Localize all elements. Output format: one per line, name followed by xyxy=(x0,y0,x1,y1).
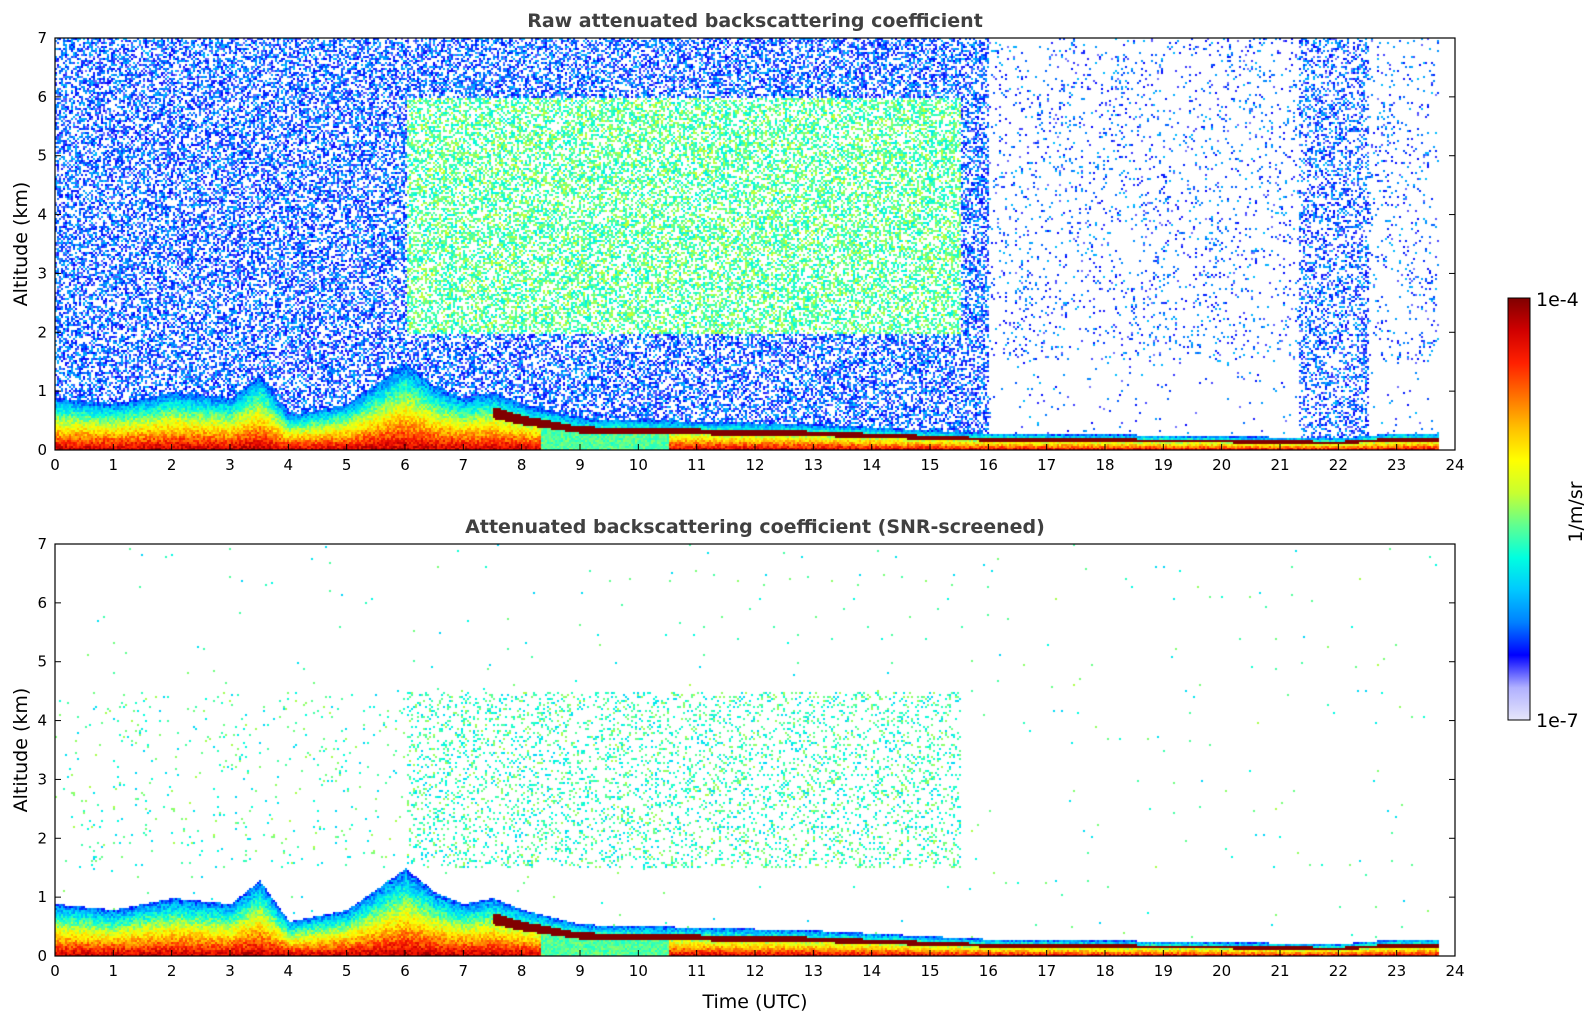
x-tick-label: 5 xyxy=(342,456,352,474)
x-tick-label: 9 xyxy=(575,456,585,474)
top-y-ticks: 0 1 2 3 4 5 6 7 xyxy=(37,29,1455,459)
y-tick-label: 4 xyxy=(37,206,47,224)
x-tick-label: 21 xyxy=(1270,456,1289,474)
x-tick-label: 4 xyxy=(284,962,294,980)
x-tick-label: 10 xyxy=(629,962,648,980)
x-tick-label: 22 xyxy=(1329,962,1348,980)
x-tick-label: 12 xyxy=(745,456,764,474)
y-tick-label: 4 xyxy=(37,712,47,730)
bottom-x-ticks: 0 1 2 3 4 5 6 7 8 9 10 11 12 13 14 15 16 17 18 19 20 21 22 23 24 xyxy=(50,950,1465,980)
x-tick-label: 15 xyxy=(920,962,939,980)
x-tick-label: 16 xyxy=(979,456,998,474)
x-tick-label: 2 xyxy=(167,962,177,980)
y-tick-label: 2 xyxy=(37,323,47,341)
x-tick-label: 22 xyxy=(1329,456,1348,474)
x-tick-label: 18 xyxy=(1095,456,1114,474)
y-tick-label: 0 xyxy=(37,947,47,965)
x-tick-label: 8 xyxy=(517,456,527,474)
bottom-panel: Attenuated backscattering coefficient (S… xyxy=(10,516,1465,1013)
bottom-y-axis-label: Altitude (km) xyxy=(10,688,32,813)
x-tick-label: 23 xyxy=(1387,456,1406,474)
y-tick-label: 6 xyxy=(37,594,47,612)
colorbar: 1e-4 1e-7 1/m/sr xyxy=(1507,289,1587,732)
x-tick-label: 20 xyxy=(1212,962,1231,980)
x-axis-label: Time (UTC) xyxy=(701,991,807,1013)
x-tick-label: 6 xyxy=(400,962,410,980)
x-tick-label: 19 xyxy=(1154,962,1173,980)
bottom-y-ticks: 0 1 2 3 4 5 6 7 xyxy=(37,535,1455,965)
x-tick-label: 21 xyxy=(1270,962,1289,980)
x-tick-label: 7 xyxy=(459,456,469,474)
x-tick-label: 2 xyxy=(167,456,177,474)
x-tick-label: 14 xyxy=(862,456,881,474)
y-tick-label: 6 xyxy=(37,88,47,106)
x-tick-label: 10 xyxy=(629,456,648,474)
colorbar-unit-label: 1/m/sr xyxy=(1565,481,1587,542)
x-tick-label: 6 xyxy=(400,456,410,474)
x-tick-label: 1 xyxy=(109,962,119,980)
colorbar-max-label: 1e-4 xyxy=(1536,289,1579,311)
x-tick-label: 24 xyxy=(1445,962,1464,980)
top-panel: Raw attenuated backscattering coefficien… xyxy=(10,10,1465,474)
x-tick-label: 16 xyxy=(979,962,998,980)
y-tick-label: 7 xyxy=(37,535,47,553)
x-tick-label: 9 xyxy=(575,962,585,980)
x-tick-label: 17 xyxy=(1037,456,1056,474)
x-tick-label: 15 xyxy=(920,456,939,474)
x-tick-label: 17 xyxy=(1037,962,1056,980)
x-tick-label: 19 xyxy=(1154,456,1173,474)
x-tick-label: 8 xyxy=(517,962,527,980)
x-tick-label: 7 xyxy=(459,962,469,980)
x-tick-label: 13 xyxy=(804,962,823,980)
x-tick-label: 11 xyxy=(687,962,706,980)
x-tick-label: 3 xyxy=(225,456,235,474)
x-tick-label: 24 xyxy=(1445,456,1464,474)
y-tick-label: 3 xyxy=(37,770,47,788)
colorbar-bar xyxy=(1507,297,1531,721)
x-tick-label: 4 xyxy=(284,456,294,474)
bottom-heatmap xyxy=(55,544,1455,956)
heatmap-image xyxy=(55,544,1455,956)
x-tick-label: 12 xyxy=(745,962,764,980)
y-tick-label: 1 xyxy=(37,888,47,906)
x-tick-label: 23 xyxy=(1387,962,1406,980)
x-tick-label: 14 xyxy=(862,962,881,980)
top-x-ticks: 0 1 2 3 4 5 6 7 8 9 10 11 12 13 14 15 16 17 18 19 20 21 22 23 24 xyxy=(50,444,1465,474)
y-tick-label: 0 xyxy=(37,441,47,459)
top-heatmap xyxy=(55,38,1455,450)
y-tick-label: 5 xyxy=(37,147,47,165)
y-tick-label: 7 xyxy=(37,29,47,47)
x-tick-label: 11 xyxy=(687,456,706,474)
x-tick-label: 0 xyxy=(50,456,60,474)
colorbar-min-label: 1e-7 xyxy=(1536,710,1579,732)
x-tick-label: 0 xyxy=(50,962,60,980)
y-tick-label: 2 xyxy=(37,829,47,847)
y-tick-label: 1 xyxy=(37,382,47,400)
x-tick-label: 3 xyxy=(225,962,235,980)
x-tick-label: 13 xyxy=(804,456,823,474)
y-tick-label: 3 xyxy=(37,264,47,282)
x-tick-label: 18 xyxy=(1095,962,1114,980)
bottom-panel-title: Attenuated backscattering coefficient (S… xyxy=(465,516,1045,538)
y-tick-label: 5 xyxy=(37,653,47,671)
x-tick-label: 5 xyxy=(342,962,352,980)
top-panel-title: Raw attenuated backscattering coefficien… xyxy=(527,10,983,32)
top-y-axis-label: Altitude (km) xyxy=(10,182,32,307)
heatmap-image xyxy=(55,38,1455,450)
x-tick-label: 1 xyxy=(109,456,119,474)
x-tick-label: 20 xyxy=(1212,456,1231,474)
